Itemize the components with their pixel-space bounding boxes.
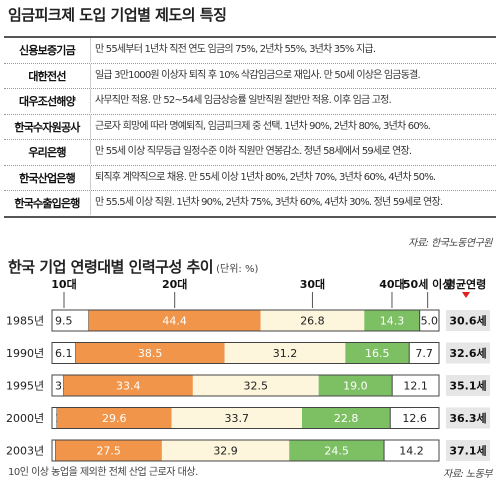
data-label: 22.8 <box>334 412 359 425</box>
data-label: 12.6 <box>402 412 427 425</box>
avg-value: 30.6세 <box>449 314 486 328</box>
bar-segment <box>260 310 365 331</box>
company-name: 한국수출입은행 <box>14 197 80 211</box>
data-label: 7.7 <box>415 347 433 360</box>
company-desc: 만 55세 이상 직무등급 일정수준 이하 직원만 연봉감소. 정년 58세에서… <box>90 140 496 165</box>
bar-segment <box>364 310 420 331</box>
year-label: 2003년 <box>6 445 44 458</box>
company-desc: 사무직만 적용. 만 52~54세 임금상승률 일반직원 절반만 적용. 이후 … <box>90 89 496 114</box>
legend-label: 20대 <box>162 277 187 291</box>
data-label: 32.9 <box>213 445 238 458</box>
company-name: 신용보증기금 <box>19 44 76 58</box>
source-bottom: 자료: 노동부 <box>442 469 493 480</box>
data-label: 32.5 <box>244 380 269 393</box>
data-label: 5.0 <box>421 315 439 328</box>
avg-marker-icon <box>462 292 470 298</box>
data-label: 19.0 <box>343 380 368 393</box>
year-label: 1985년 <box>6 315 44 328</box>
table-row: 신용보증기금 만 55세부터 1년차 직전 연도 임금의 75%, 2년차 55… <box>4 38 496 64</box>
avg-cell <box>446 342 490 364</box>
year-label: 1995년 <box>6 380 44 393</box>
data-label: 12.1 <box>403 380 428 393</box>
bar-segment <box>345 342 410 364</box>
table-row: 한국산업은행 퇴직후 계약직으로 채용. 만 55세 이상 1년차 80%, 2… <box>4 165 496 191</box>
table-row: 대한전선 일급 3만1000원 이상자 퇴직 후 10% 삭감임금으로 재입사.… <box>4 63 496 89</box>
company-name: 한국수자원공사 <box>14 120 80 134</box>
data-label: 24.5 <box>324 445 349 458</box>
company-name: 대우조선해양 <box>19 95 76 109</box>
bar-segment <box>289 440 385 461</box>
company-desc: 만 55.5세 이상 직원. 1년차 90%, 2년차 75%, 3년차 60%… <box>90 191 496 216</box>
table-row: 우리은행 만 55세 이상 직무등급 일정수준 이하 직원만 연봉감소. 정년 … <box>4 140 496 166</box>
legend-label: 40대 <box>379 277 404 291</box>
bar-segment <box>57 407 172 429</box>
company-name: 우리은행 <box>28 146 66 160</box>
chart-title-block: 한국 기업 연령대별 인력구성 추이 (단위: %) <box>8 256 258 277</box>
table-row: 한국수자원공사 근로자 희망에 따라 명예퇴직, 임금피크제 중 선택. 1년차… <box>4 114 496 140</box>
bar-outline <box>51 309 440 332</box>
avg-cell <box>446 440 490 461</box>
data-label: 9.5 <box>55 315 73 328</box>
avg-header: 평균연령 <box>446 277 486 291</box>
data-label: 14.3 <box>380 315 405 328</box>
data-label: 6.1 <box>55 347 73 360</box>
bar-segment <box>88 310 261 331</box>
avg-cell <box>446 407 490 429</box>
company-desc: 퇴직후 계약직으로 채용. 만 55세 이상 1년차 80%, 2년차 70%,… <box>90 165 496 190</box>
avg-value: 35.1세 <box>449 379 486 393</box>
legend-label: 50세 이상 <box>403 277 453 291</box>
avg-value: 36.3세 <box>449 411 486 425</box>
company-desc: 만 55세부터 1년차 직전 연도 임금의 75%, 2년차 55%, 3년차 … <box>90 38 496 63</box>
bar-segment <box>224 342 346 364</box>
data-label: 16.5 <box>365 347 390 360</box>
bar-segment <box>55 440 162 461</box>
company-name: 한국산업은행 <box>19 171 76 185</box>
data-label: 14.2 <box>399 445 424 458</box>
bar-segment <box>171 407 303 429</box>
bar-segment <box>318 375 393 396</box>
data-label: 44.4 <box>162 315 187 328</box>
bar-outline <box>51 342 440 364</box>
data-label: 29.6 <box>102 412 127 425</box>
avg-cell <box>446 375 490 396</box>
bar-segment <box>192 375 319 396</box>
bar-outline <box>51 407 440 429</box>
year-label: 2000년 <box>6 412 44 425</box>
footnote: 10인 이상 농업을 제외한 전체 산업 근로자 대상. <box>8 467 198 478</box>
company-desc: 일급 3만1000원 이상자 퇴직 후 10% 삭감임금으로 재입사. 만 50… <box>90 63 496 88</box>
bar-segment <box>75 342 225 364</box>
top-title: 임금피크제 도입 기업별 제도의 특징 <box>8 6 227 24</box>
data-label: 33.4 <box>116 380 141 393</box>
bar-outline <box>51 439 440 462</box>
company-name: 대한전선 <box>28 69 66 83</box>
avg-value: 32.6세 <box>449 346 486 360</box>
table-row: 대우조선해양 사무직만 적용. 만 52~54세 임금상승률 일반직원 절반만 … <box>4 89 496 115</box>
company-desc: 근로자 희망에 따라 명예퇴직, 임금피크제 중 선택. 1년차 90%, 2년… <box>90 114 496 139</box>
table-row: 한국수출입은행 만 55.5세 이상 직원. 1년차 90%, 2년차 75%,… <box>4 191 496 218</box>
year-label: 1990년 <box>6 347 44 360</box>
data-label: 31.2 <box>273 347 298 360</box>
legend-label: 30대 <box>300 277 325 291</box>
data-label: 27.5 <box>96 445 121 458</box>
chart-title: 한국 기업 연령대별 인력구성 추이 <box>8 258 214 276</box>
data-label: 38.5 <box>138 347 163 360</box>
avg-value: 37.1세 <box>449 444 486 458</box>
bar-segment <box>161 440 290 461</box>
bar-outline <box>51 374 440 397</box>
company-table: 신용보증기금 만 55세부터 1년차 직전 연도 임금의 75%, 2년차 55… <box>4 36 496 218</box>
data-label: 26.8 <box>300 315 325 328</box>
avg-cell <box>446 310 490 331</box>
data-label: 33.7 <box>225 412 250 425</box>
chart-unit: (단위: %) <box>216 264 259 275</box>
bar-segment <box>63 375 193 396</box>
legend-label: 10대 <box>51 277 76 291</box>
bar-segment <box>302 407 391 429</box>
source-top: 자료: 한국노동연구원 <box>408 238 492 249</box>
